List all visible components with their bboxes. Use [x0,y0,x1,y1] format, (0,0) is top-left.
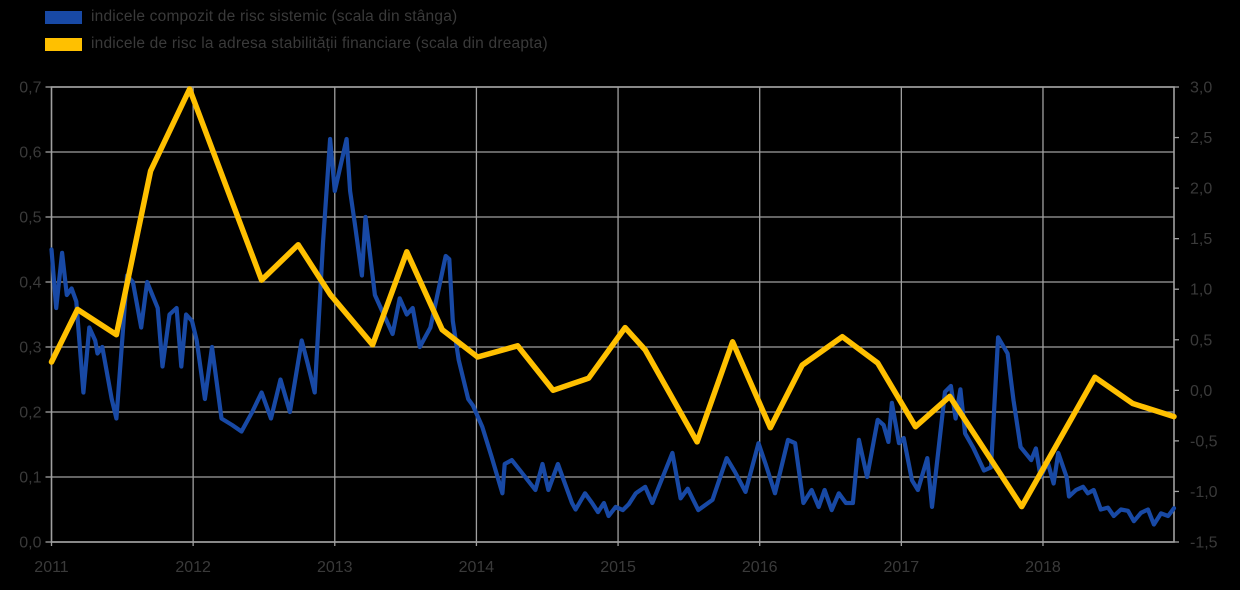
legend-label-blue: indicele compozit de risc sistemic (scal… [91,8,458,25]
plot-border [50,86,1175,543]
y-left-tick-label: 0,5 [19,210,41,227]
y-right-tick-label: 1,5 [1190,231,1212,248]
y-right-tick-label: 2,5 [1190,130,1212,147]
y-right-tick-label: 0,0 [1190,383,1212,400]
x-tick-label: 2015 [600,559,636,576]
legend-item-blue: indicele compozit de risc sistemic (scal… [45,6,548,28]
y-left-tick-label: 0,4 [19,275,41,292]
x-tick-label: 2017 [884,559,920,576]
chart-legend: indicele compozit de risc sistemic (scal… [45,6,548,60]
x-tick-label: 2014 [459,559,495,576]
x-tick-label: 2016 [742,559,778,576]
legend-swatch-yellow [45,37,82,51]
y-right-tick-label: 2,0 [1190,181,1212,198]
series-line-yellow [48,86,1177,510]
y-left-tick-label: 0,3 [19,340,41,357]
y-right-tick-label: 3,0 [1190,80,1212,97]
y-left-tick-label: 0,2 [19,405,41,422]
y-right-tick-label: -1,5 [1190,535,1218,552]
x-tick-label: 2013 [317,559,353,576]
y-left-tick-label: 0,7 [19,80,41,97]
x-tick-label: 2012 [175,559,211,576]
legend-item-yellow: indicele de risc la adresa stabilității … [45,33,548,55]
y-right-tick-label: 0,5 [1190,332,1212,349]
legend-label-yellow: indicele de risc la adresa stabilității … [91,35,548,52]
y-right-tick-label: -0,5 [1190,433,1218,450]
x-tick-label: 2011 [34,559,69,576]
x-tick-label: 2018 [1025,559,1061,576]
legend-swatch-blue [45,10,82,24]
y-left-tick-label: 0,0 [19,535,41,552]
y-left-tick-label: 0,1 [19,470,41,487]
y-right-tick-label: 1,0 [1190,282,1212,299]
y-right-tick-label: -1,0 [1190,484,1218,501]
series-line-blue [49,136,1177,527]
y-left-tick-label: 0,6 [19,145,41,162]
